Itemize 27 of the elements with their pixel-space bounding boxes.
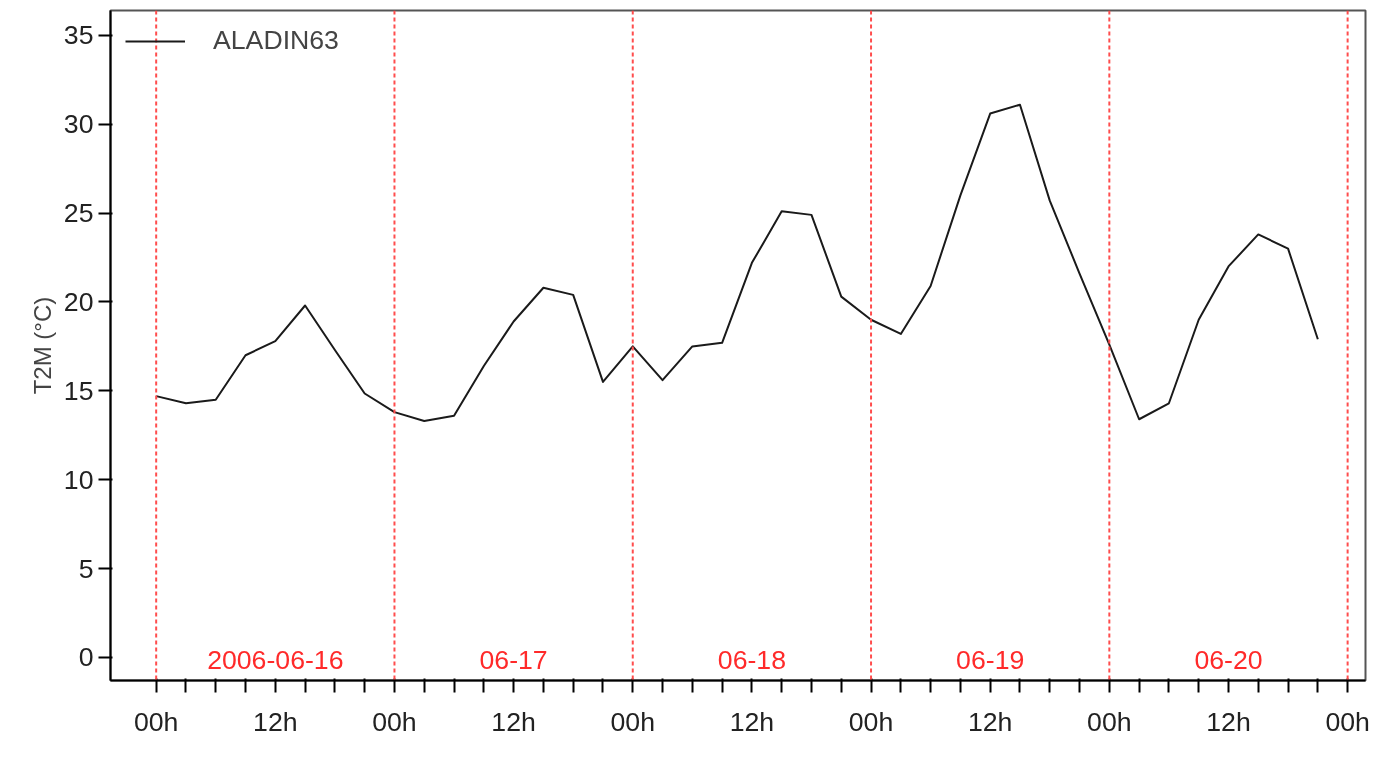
x-tick-label: 12h [1206, 706, 1251, 737]
x-tick-label: 00h [848, 706, 894, 737]
legend-label: ALADIN63 [213, 25, 339, 56]
annotation: 06-20 [1194, 644, 1263, 675]
y-tick-label: 20 [63, 286, 94, 317]
y-tick-label: 35 [63, 20, 94, 51]
x-tick-label: 12h [729, 706, 775, 737]
x-tick-label: 00h [1325, 706, 1370, 737]
y-tick-label: 25 [63, 198, 94, 229]
x-tick-label: 00h [372, 706, 417, 737]
y-tick-label: 0 [78, 642, 94, 673]
y-axis-title: T2M (°C) [28, 296, 56, 395]
annotation: 06-17 [479, 644, 548, 675]
annotation: 06-18 [717, 644, 786, 675]
y-tick-label: 30 [63, 109, 94, 140]
x-tick-label: 12h [491, 706, 536, 737]
y-tick-label: 15 [63, 375, 94, 406]
x-tick-label: 12h [967, 706, 1013, 737]
y-tick-label: 5 [78, 553, 94, 584]
x-tick-label: 00h [1087, 706, 1132, 737]
x-tick-label: 00h [610, 706, 655, 737]
y-tick-label: 10 [63, 464, 94, 495]
x-tick-label: 00h [133, 706, 179, 737]
annotation: 2006-06-16 [207, 644, 344, 675]
x-tick-label: 12h [253, 706, 298, 737]
annotation: 06-19 [956, 644, 1025, 675]
line-series [155, 103, 1319, 423]
